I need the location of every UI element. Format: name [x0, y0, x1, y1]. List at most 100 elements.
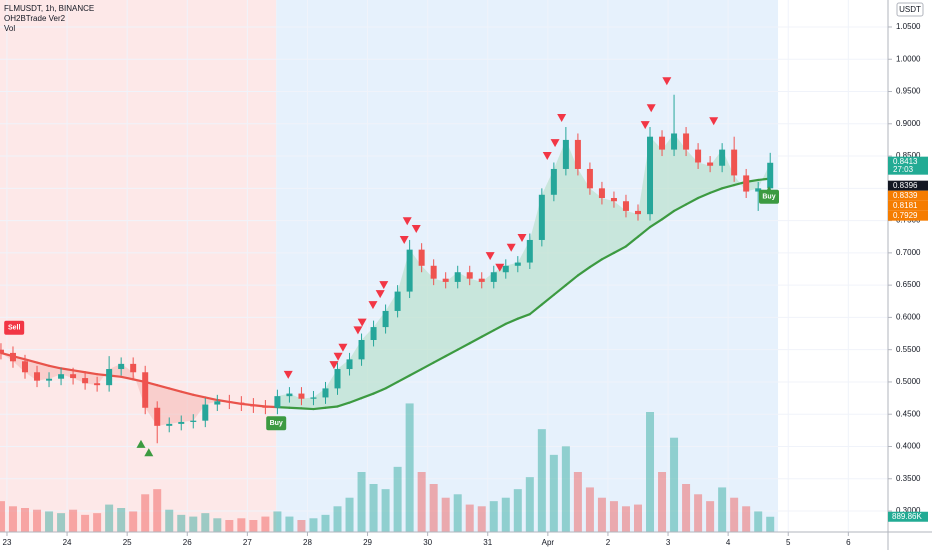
sell-marker	[517, 234, 527, 243]
volume-title: Vol	[4, 24, 15, 33]
volume-bar	[609, 501, 618, 532]
trend-line	[480, 329, 495, 338]
candle-body	[166, 423, 173, 426]
volume-bar	[285, 516, 294, 532]
candle-body	[418, 249, 425, 266]
sell-marker	[375, 290, 385, 299]
trend-line	[444, 348, 459, 358]
volume-bar	[477, 506, 486, 532]
signal-label-box	[4, 320, 25, 335]
volume-bar	[501, 497, 510, 532]
volume-bar	[597, 497, 606, 532]
price-tag	[888, 190, 928, 201]
volume-bar	[573, 472, 582, 532]
price-tag-label: 0.8339	[893, 191, 918, 200]
volume-bar	[453, 494, 462, 532]
candle-body	[310, 397, 317, 399]
candle-body	[610, 198, 617, 202]
x-tick-label: 29	[363, 538, 372, 547]
candle-body	[382, 310, 389, 328]
candle-body	[598, 188, 605, 199]
sell-marker	[283, 370, 293, 379]
sell-marker	[550, 139, 560, 148]
x-tick-label: Apr	[542, 538, 555, 547]
volume-bar	[549, 454, 558, 532]
trend-line	[492, 322, 507, 332]
y-tick-label: 1.0000	[896, 54, 921, 63]
candle-body	[190, 420, 197, 422]
volume-bar	[369, 484, 378, 532]
volume-bar	[694, 494, 703, 532]
trend-line	[612, 245, 628, 254]
candle-body	[707, 162, 714, 166]
trend-line	[288, 406, 303, 410]
sell-marker	[333, 352, 343, 361]
volume-bar	[766, 516, 775, 532]
trend-line	[648, 218, 664, 229]
signal-label: Buy	[762, 194, 775, 201]
sell-marker	[662, 77, 672, 86]
volume-bar	[45, 511, 54, 532]
volume-bar	[585, 487, 594, 532]
candle-body	[586, 168, 593, 189]
volume-bar	[405, 403, 414, 532]
volume-bar	[682, 484, 691, 532]
volume-bar	[429, 484, 438, 532]
volume-bar	[153, 489, 162, 532]
candle-body	[731, 149, 738, 176]
volume-bar	[333, 506, 342, 532]
candle-body	[178, 421, 185, 424]
trend-line	[168, 387, 183, 393]
sell-marker	[557, 113, 567, 122]
currency[interactable]: USDT	[899, 5, 921, 14]
candle-body	[755, 188, 762, 192]
signal-label-box	[759, 189, 780, 204]
candle-body	[370, 327, 377, 340]
trend-line	[540, 293, 555, 306]
volume-bar	[93, 513, 102, 532]
candle-body	[767, 162, 774, 189]
candle-body	[442, 278, 449, 282]
sell-marker	[411, 224, 421, 233]
volume-bar	[321, 514, 330, 532]
y-tick-label: 0.6500	[896, 280, 921, 289]
y-tick-label: 0.4500	[896, 409, 921, 418]
volume-bar	[117, 508, 126, 532]
volume-tag	[888, 511, 928, 522]
volume-bar	[177, 514, 186, 532]
volume-bar	[670, 437, 679, 532]
trend-line	[552, 284, 567, 296]
candle-body	[466, 272, 473, 279]
volume-tag-label: 889.86K	[892, 512, 922, 521]
sell-marker	[542, 152, 552, 161]
x-tick-label: 30	[423, 538, 432, 547]
volume-bar	[165, 509, 174, 532]
x-tick-label: 23	[3, 538, 12, 547]
candle-body	[106, 369, 113, 386]
volume-bar	[754, 511, 763, 532]
trend-line	[192, 393, 207, 399]
price-tag-label: 0.8181	[893, 201, 918, 210]
volume-bar	[249, 520, 258, 532]
candle-body	[334, 369, 341, 389]
volume-bar	[297, 520, 306, 532]
y-tick-label: 0.4000	[896, 442, 921, 451]
sell-marker	[368, 301, 378, 310]
currency-box[interactable]	[896, 2, 924, 17]
candle-body	[659, 136, 666, 150]
trend-line	[23, 358, 39, 364]
volume-bar	[237, 518, 246, 532]
volume-bar	[69, 509, 78, 532]
candle-body	[634, 210, 641, 215]
trend-line	[396, 374, 411, 384]
volume-bar	[0, 501, 5, 532]
candle-body	[562, 139, 569, 169]
buy-marker	[144, 448, 154, 457]
price-tag	[888, 180, 928, 191]
sell-marker	[338, 343, 348, 352]
candle-body	[538, 194, 545, 240]
x-tick-label: 28	[303, 538, 312, 547]
candle-body	[502, 265, 509, 273]
y-tick-label: 0.6000	[896, 313, 921, 322]
sell-marker	[353, 326, 363, 335]
